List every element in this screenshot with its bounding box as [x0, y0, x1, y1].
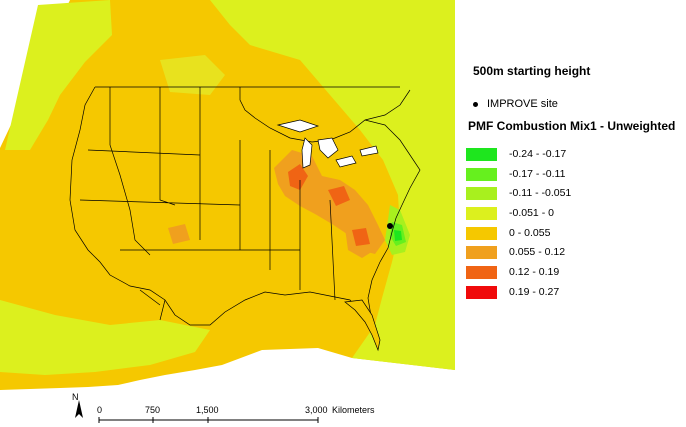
zone-pale-2	[160, 55, 225, 95]
zone-dark-orange-2	[328, 186, 350, 206]
north-label: N	[72, 392, 79, 402]
boundaries	[69, 86, 421, 326]
baja-white	[0, 390, 60, 427]
legend-swatch	[466, 285, 497, 299]
scale-tick-1500: 1,500	[196, 405, 219, 415]
legend-title: PMF Combustion Mix1 - Unweighted	[468, 119, 676, 133]
scale-unit: Kilometers	[332, 405, 375, 415]
site-legend-label: IMPROVE site	[487, 98, 558, 110]
legend-label: 0.12 - 0.19	[509, 266, 560, 279]
zone-pale-1	[0, 300, 210, 375]
zone-green-core	[394, 230, 402, 241]
legend-swatch	[466, 266, 497, 280]
legend-swatch	[466, 148, 497, 161]
legend-swatch	[466, 226, 497, 240]
legend-swatch	[466, 207, 497, 221]
scale-bar: 0 750 1,500 3,000 Kilometers	[97, 405, 419, 427]
legend-label: 0.055 - 0.12	[509, 246, 566, 259]
legend-swatch	[466, 167, 497, 181]
scale-tick-750: 750	[145, 405, 160, 415]
legend-swatch	[466, 187, 497, 201]
legend-label: -0.11 - -0.051	[509, 187, 572, 200]
improve-site-marker	[387, 223, 393, 229]
legend-label: -0.17 - -0.11	[509, 167, 566, 180]
map-subtitle: 500m starting height	[473, 64, 591, 78]
site-dot-icon	[473, 101, 478, 107]
legend-panel: 500m starting height IMPROVE site PMF Co…	[455, 0, 686, 427]
site-legend-row: IMPROVE site	[473, 98, 558, 110]
great-lakes	[276, 119, 379, 169]
zone-dark-orange-3	[352, 228, 370, 246]
legend-label: -0.24 - -0.17	[509, 148, 567, 160]
zone-dark-orange-1	[288, 164, 308, 190]
zone-orange-west	[168, 224, 190, 244]
legend-label: 0 - 0.055	[509, 226, 551, 239]
map-panel: 0 750 1,500 3,000 Kilometers N	[0, 0, 455, 427]
legend-label: 0.19 - 0.27	[509, 285, 560, 298]
zone-northeast	[210, 0, 455, 370]
north-arrow: N	[68, 392, 90, 427]
scale-tick-0: 0	[97, 405, 102, 415]
scale-tick-3000: 3,000	[305, 405, 328, 415]
legend-label: -0.051 - 0	[509, 207, 554, 220]
florida	[344, 299, 381, 352]
legend-swatch	[466, 246, 497, 260]
zone-northwest	[5, 0, 112, 150]
mexico-gulf-white	[160, 352, 455, 427]
